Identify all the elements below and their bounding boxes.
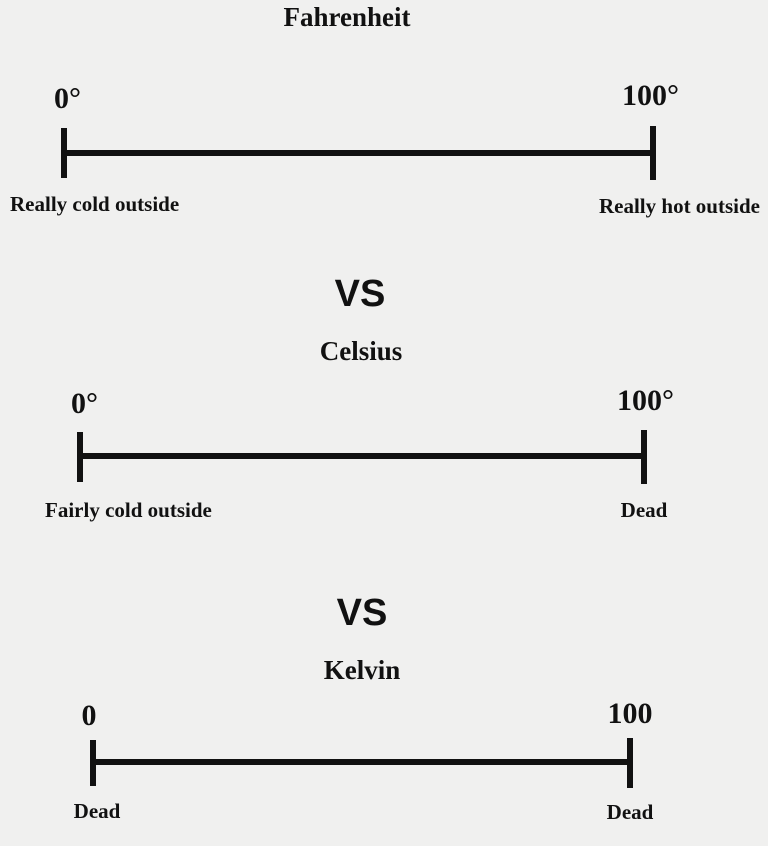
low-desc: Really cold outside [10,192,179,216]
low-desc: Fairly cold outside [45,498,212,522]
high-label: 100° [617,384,674,417]
vs: VS [337,592,388,634]
high-label: 100° [622,79,679,112]
low-label: 0 [82,699,97,732]
low-label: 0° [71,387,98,420]
scale-title: Celsius [320,336,403,366]
high-desc: Dead [607,800,654,824]
low-desc: Dead [74,799,121,823]
high-desc: Dead [621,498,668,522]
scale-title: Fahrenheit [284,2,411,32]
high-label: 100 [608,697,653,730]
vs: VS [335,273,386,315]
scale-title: Kelvin [324,655,401,685]
low-label: 0° [54,82,81,115]
high-desc: Really hot outside [599,194,760,218]
